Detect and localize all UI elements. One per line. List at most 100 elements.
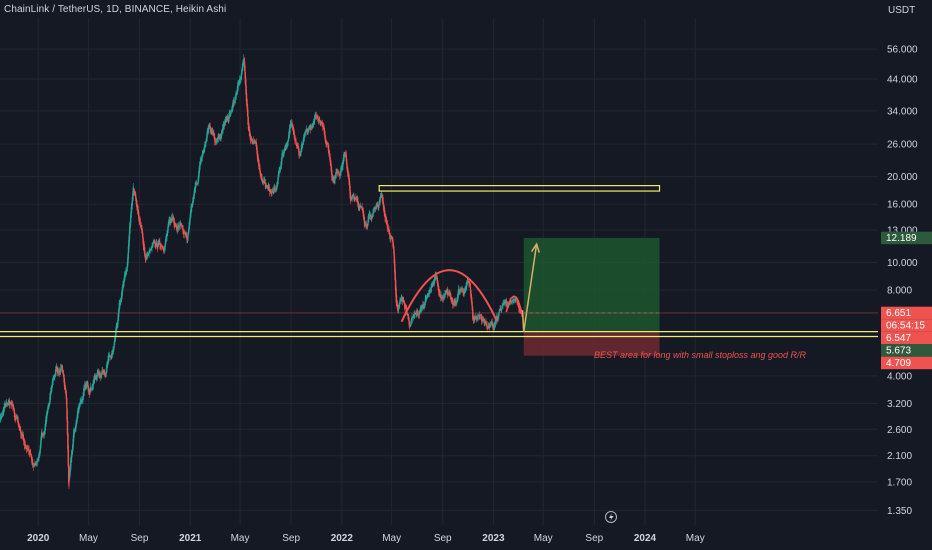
- candle-body: [197, 178, 199, 184]
- symbol-title[interactable]: ChainLink / TetherUS, 1D, BINANCE, Heiki…: [4, 4, 227, 15]
- price-badge: [881, 344, 932, 357]
- y-tick-label: 20.000: [887, 172, 918, 183]
- candle-body: [429, 290, 431, 292]
- candle-body: [199, 162, 201, 171]
- candle-body: [70, 457, 72, 466]
- candle-body: [45, 414, 48, 421]
- candle-body: [262, 182, 264, 184]
- candle-body: [304, 130, 306, 135]
- candle-body: [411, 317, 413, 323]
- candle-body: [463, 292, 465, 295]
- candle-body: [54, 373, 56, 377]
- candle-body: [117, 317, 119, 325]
- candle-body: [242, 66, 244, 70]
- candle-body: [95, 378, 97, 380]
- candle-body: [285, 146, 287, 148]
- candle-body: [149, 250, 151, 251]
- candle-body: [71, 449, 73, 455]
- candle-body: [178, 226, 180, 228]
- candle-body: [339, 175, 341, 176]
- candle-body: [124, 273, 126, 278]
- candle-body: [92, 380, 94, 385]
- candle-body: [459, 290, 461, 292]
- candle-body: [190, 205, 193, 211]
- candle-body: [398, 308, 400, 310]
- candle-body: [121, 289, 123, 296]
- candle-body: [107, 359, 109, 365]
- candle-body: [305, 130, 307, 132]
- candle-body: [127, 254, 129, 265]
- candle-body: [478, 315, 480, 317]
- candle-body: [278, 169, 280, 175]
- candle-body: [313, 120, 315, 124]
- candle-body: [282, 153, 284, 156]
- candle-body: [311, 127, 313, 128]
- candle-body: [502, 304, 504, 306]
- candle-body: [217, 137, 219, 139]
- candle-body: [53, 376, 55, 379]
- candle-body: [168, 219, 171, 223]
- candle-body: [38, 454, 41, 458]
- candle-body: [194, 185, 196, 191]
- candle-body: [147, 254, 149, 256]
- candle-body: [207, 130, 209, 135]
- arrow-head: [530, 242, 541, 253]
- candle-body: [452, 304, 455, 306]
- candle-body: [224, 119, 227, 123]
- candle-body: [121, 292, 123, 299]
- candle-body: [69, 472, 71, 478]
- price-badge-label: 4.709: [886, 358, 911, 369]
- candle-body: [465, 286, 467, 290]
- candle-body: [59, 371, 61, 373]
- candle-body: [279, 168, 281, 170]
- candle-body: [126, 260, 129, 269]
- price-badge: [881, 306, 932, 320]
- candle-body: [205, 138, 207, 143]
- time-axis[interactable]: 2020 May Sep 2021 May Sep 2022 May Sep 2023 May Sep…: [27, 533, 705, 544]
- candle-body: [487, 327, 489, 329]
- currency-unit[interactable]: USDT: [888, 5, 916, 16]
- candle-body: [54, 375, 56, 378]
- rounding-arc: [400, 269, 499, 323]
- candle-body: [283, 148, 286, 153]
- candle-body: [234, 99, 236, 103]
- candle-body: [72, 439, 74, 449]
- candle-body: [417, 314, 419, 316]
- candle-body: [16, 417, 18, 419]
- candle-body: [221, 129, 223, 134]
- candle-body: [499, 308, 501, 311]
- candle-body: [412, 315, 414, 318]
- y-tick-label: 8.000: [887, 286, 912, 297]
- candle-body: [443, 295, 445, 298]
- candle-body: [168, 221, 170, 228]
- candle-body: [332, 179, 335, 181]
- candle-body: [206, 131, 208, 138]
- candle-body: [177, 226, 179, 230]
- candle-body: [117, 312, 119, 321]
- candle-body: [129, 218, 131, 228]
- candle-body: [320, 122, 323, 124]
- candle-body: [49, 392, 51, 400]
- candle-body: [91, 386, 93, 389]
- price-axis[interactable]: 1.350 1.700 2.100 2.600 3.200 4.000 8.000 10.00…: [887, 45, 918, 517]
- candle-body: [412, 317, 414, 319]
- candle-body: [289, 126, 291, 132]
- candle-body: [231, 109, 233, 112]
- candle-body: [237, 83, 239, 89]
- candle-body: [75, 426, 77, 430]
- stop-zone: [523, 332, 660, 356]
- candle-body: [230, 110, 232, 113]
- candle-body: [78, 407, 80, 410]
- lightning-icon[interactable]: [605, 511, 617, 523]
- candle-body: [7, 401, 9, 404]
- candle-body: [39, 449, 41, 456]
- candle-body: [421, 306, 423, 308]
- candle-body: [481, 319, 483, 321]
- candle-body: [152, 243, 154, 246]
- candle-body: [420, 308, 422, 310]
- candle-body: [199, 161, 201, 167]
- candle-body: [179, 225, 181, 227]
- candle-body: [167, 224, 169, 231]
- candle-body: [89, 392, 91, 394]
